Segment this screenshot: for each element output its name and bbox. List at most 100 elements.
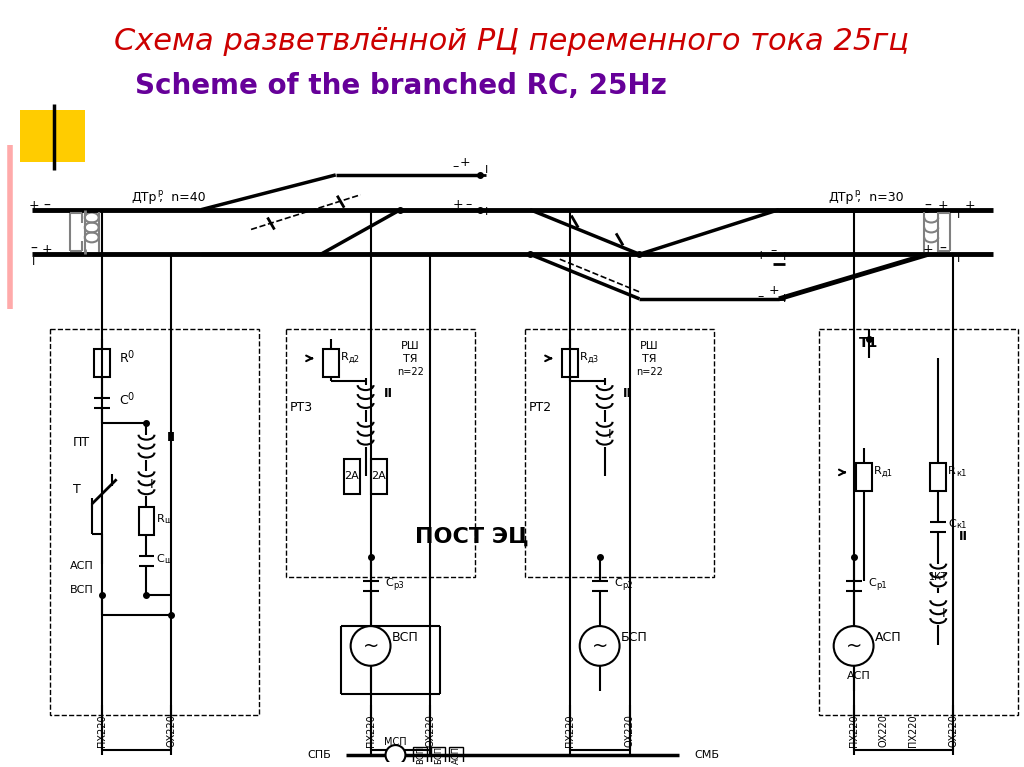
Text: СПБ: СПБ (307, 750, 331, 760)
Text: ОХ220: ОХ220 (166, 714, 176, 746)
Text: +: + (938, 199, 948, 212)
Text: ОХ220: ОХ220 (425, 714, 435, 746)
Text: –: – (758, 291, 764, 304)
Text: АСП: АСП (452, 746, 461, 764)
Bar (525, 328, 714, 577)
Text: I: I (956, 209, 959, 219)
Text: ВСП: ВСП (392, 631, 419, 644)
Text: ш: ш (165, 556, 172, 565)
Text: ПОСТ ЭЦ: ПОСТ ЭЦ (416, 527, 529, 547)
Text: д3: д3 (588, 355, 599, 364)
Text: n=22: n=22 (397, 367, 424, 377)
Bar (323, 350, 339, 377)
Text: д1: д1 (882, 469, 893, 478)
Text: БСП: БСП (622, 631, 648, 644)
Bar (856, 463, 871, 491)
Text: АСП: АСП (876, 631, 902, 644)
Text: ;  n=40: ; n=40 (160, 191, 206, 204)
Text: РТ2: РТ2 (528, 401, 552, 414)
Text: I: I (484, 165, 487, 175)
Text: I: I (484, 206, 487, 216)
Text: С: С (385, 578, 393, 588)
Text: ПТ: ПТ (73, 436, 90, 449)
Text: 0: 0 (128, 392, 134, 402)
Text: ПХ220: ПХ220 (96, 714, 106, 746)
Text: C: C (157, 554, 164, 564)
Bar (562, 350, 578, 377)
Text: МСП: МСП (384, 737, 407, 747)
Circle shape (350, 626, 390, 666)
Text: II: II (384, 387, 393, 400)
Text: n=22: n=22 (636, 367, 663, 377)
Text: I: I (369, 428, 373, 441)
Text: R: R (341, 352, 348, 362)
Text: +: + (923, 243, 934, 255)
Bar (138, 507, 155, 535)
Text: –: – (465, 198, 471, 211)
Circle shape (385, 745, 406, 765)
Text: +: + (29, 199, 39, 212)
Bar (20, 110, 85, 162)
Text: 1КТ: 1КТ (929, 571, 947, 581)
Text: 0: 0 (128, 351, 134, 360)
Text: ТЯ: ТЯ (403, 354, 418, 364)
Text: ВСП: ВСП (70, 585, 93, 595)
Text: АСП: АСП (847, 670, 870, 680)
Text: –: – (43, 199, 50, 212)
Text: +: + (42, 243, 52, 255)
Text: р1: р1 (877, 581, 887, 590)
Text: АСП: АСП (70, 561, 93, 571)
Text: I: I (150, 478, 154, 491)
Text: R: R (157, 514, 164, 524)
Text: I: I (608, 428, 611, 441)
Text: I: I (956, 254, 959, 264)
Text: р: р (157, 188, 162, 196)
Bar (344, 459, 359, 494)
Bar (450, 747, 463, 763)
Text: СМБ: СМБ (694, 750, 719, 760)
Text: C: C (948, 519, 956, 529)
Text: ;  n=30: ; n=30 (857, 191, 903, 204)
Text: –: – (31, 242, 38, 256)
Text: +: + (453, 198, 464, 211)
Bar (431, 747, 445, 763)
Text: I: I (783, 252, 786, 262)
Text: I: I (941, 607, 945, 620)
Text: II: II (958, 530, 968, 543)
Text: R: R (948, 466, 956, 476)
Text: к1: к1 (956, 522, 967, 531)
Text: Scheme of the branched RC, 25Hz: Scheme of the branched RC, 25Hz (134, 71, 667, 100)
Text: БСП: БСП (434, 746, 442, 764)
Text: ~: ~ (362, 637, 379, 656)
Circle shape (834, 626, 873, 666)
Text: +: + (769, 285, 779, 298)
Text: р2: р2 (623, 581, 633, 590)
Text: I: I (33, 257, 36, 267)
Text: Т: Т (73, 482, 81, 495)
Text: –: – (453, 160, 459, 173)
Text: РТ3: РТ3 (290, 401, 312, 414)
Text: ТЯ: ТЯ (642, 354, 656, 364)
Text: д2: д2 (348, 355, 359, 364)
Bar (930, 463, 946, 491)
Text: С: С (614, 578, 623, 588)
Text: ВСП: ВСП (416, 746, 425, 764)
Text: –: – (925, 199, 932, 212)
Text: ПХ220: ПХ220 (565, 714, 574, 746)
Text: II: II (623, 387, 632, 400)
Text: R: R (873, 466, 882, 476)
Text: +: + (460, 156, 470, 169)
Text: ДТр: ДТр (828, 191, 854, 204)
Text: –: – (940, 242, 946, 256)
Text: ПХ220: ПХ220 (366, 714, 376, 746)
Text: ш: ш (165, 516, 172, 525)
Text: р3: р3 (393, 581, 404, 590)
Text: С: С (868, 578, 877, 588)
Text: ДТр: ДТр (131, 191, 157, 204)
Text: ПХ220: ПХ220 (849, 714, 858, 746)
Text: к1: к1 (956, 469, 967, 478)
Text: ПХ220: ПХ220 (908, 714, 919, 746)
Text: Схема разветвлённой РЦ переменного тока 25гц: Схема разветвлённой РЦ переменного тока … (115, 27, 909, 55)
Text: ОХ220: ОХ220 (948, 714, 958, 746)
Text: +: + (965, 199, 976, 212)
